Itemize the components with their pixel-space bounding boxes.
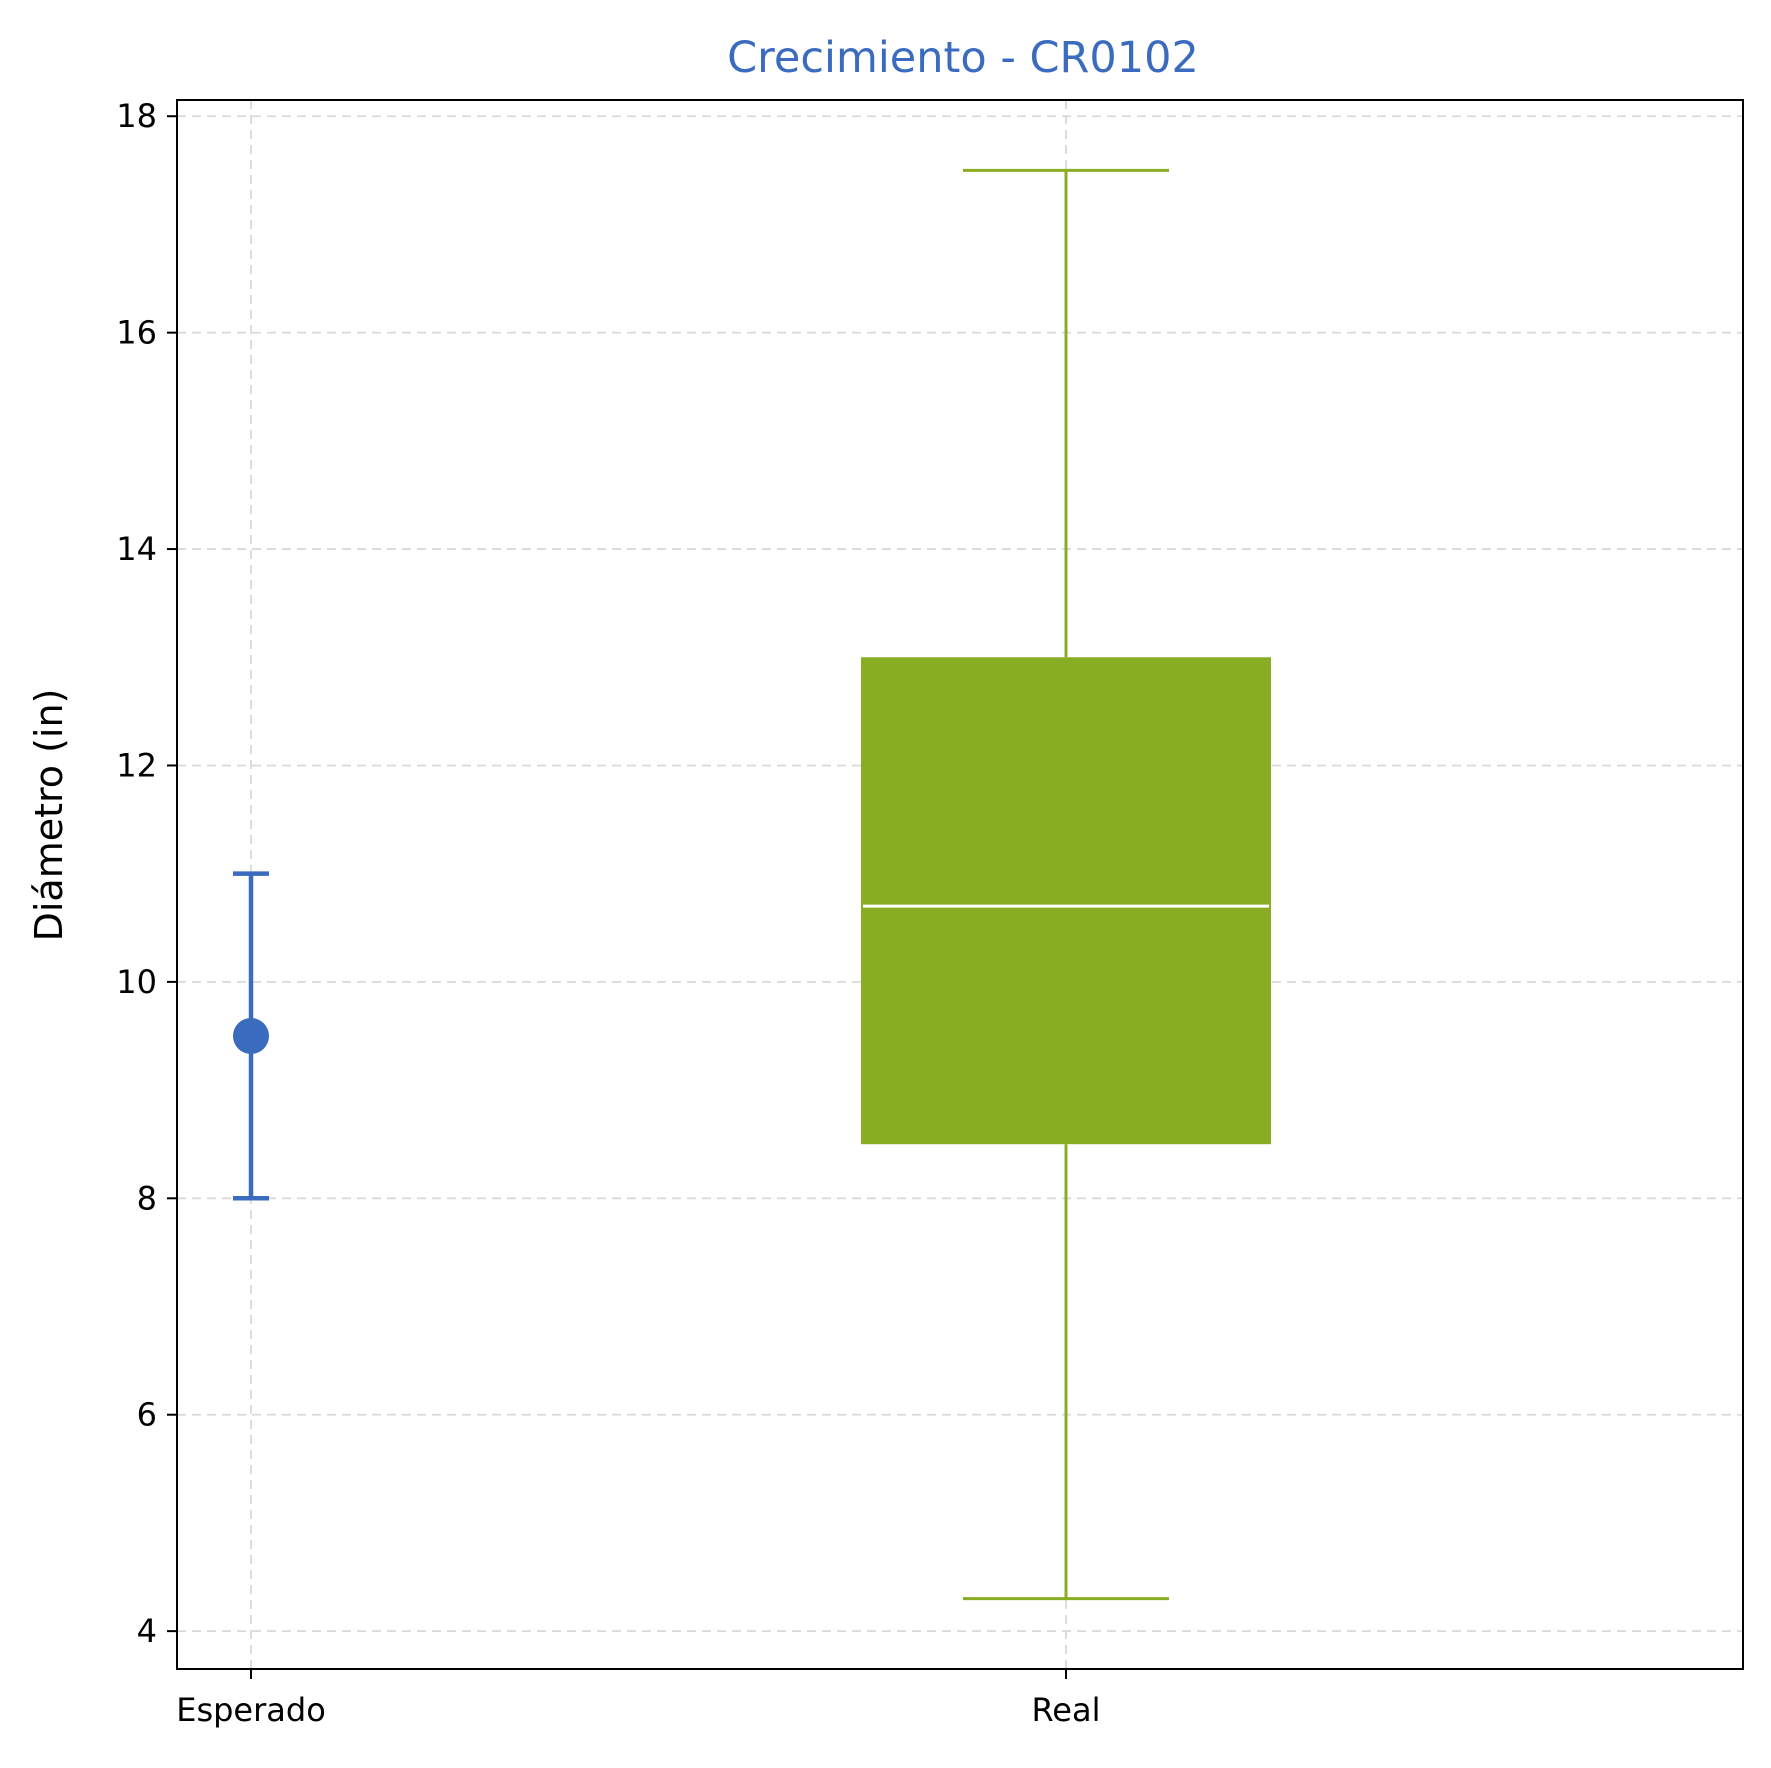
- y-tick-label: 18: [116, 97, 157, 135]
- y-tick-label: 10: [116, 963, 157, 1001]
- y-tick-label: 14: [116, 530, 157, 568]
- real-box: [861, 657, 1271, 1145]
- y-tick-label: 6: [137, 1396, 157, 1434]
- chart-title: Crecimiento - CR0102: [727, 33, 1199, 83]
- y-tick-label: 4: [137, 1612, 157, 1650]
- marks-layer: [233, 168, 1271, 1601]
- y-axis-label: Diámetro (in): [27, 689, 71, 942]
- x-tick-label: Real: [1032, 1691, 1101, 1729]
- y-tick-label: 12: [116, 746, 157, 784]
- axis-layer: 4 6 8 10 12 14 16 18 Esperado Real: [116, 97, 1100, 1729]
- plot-area-frame: [176, 99, 1744, 1670]
- y-tick-label: 8: [137, 1179, 157, 1217]
- esperado-point: [233, 1017, 269, 1054]
- y-tick-label: 16: [116, 314, 157, 352]
- x-tick-label: Esperado: [176, 1691, 326, 1729]
